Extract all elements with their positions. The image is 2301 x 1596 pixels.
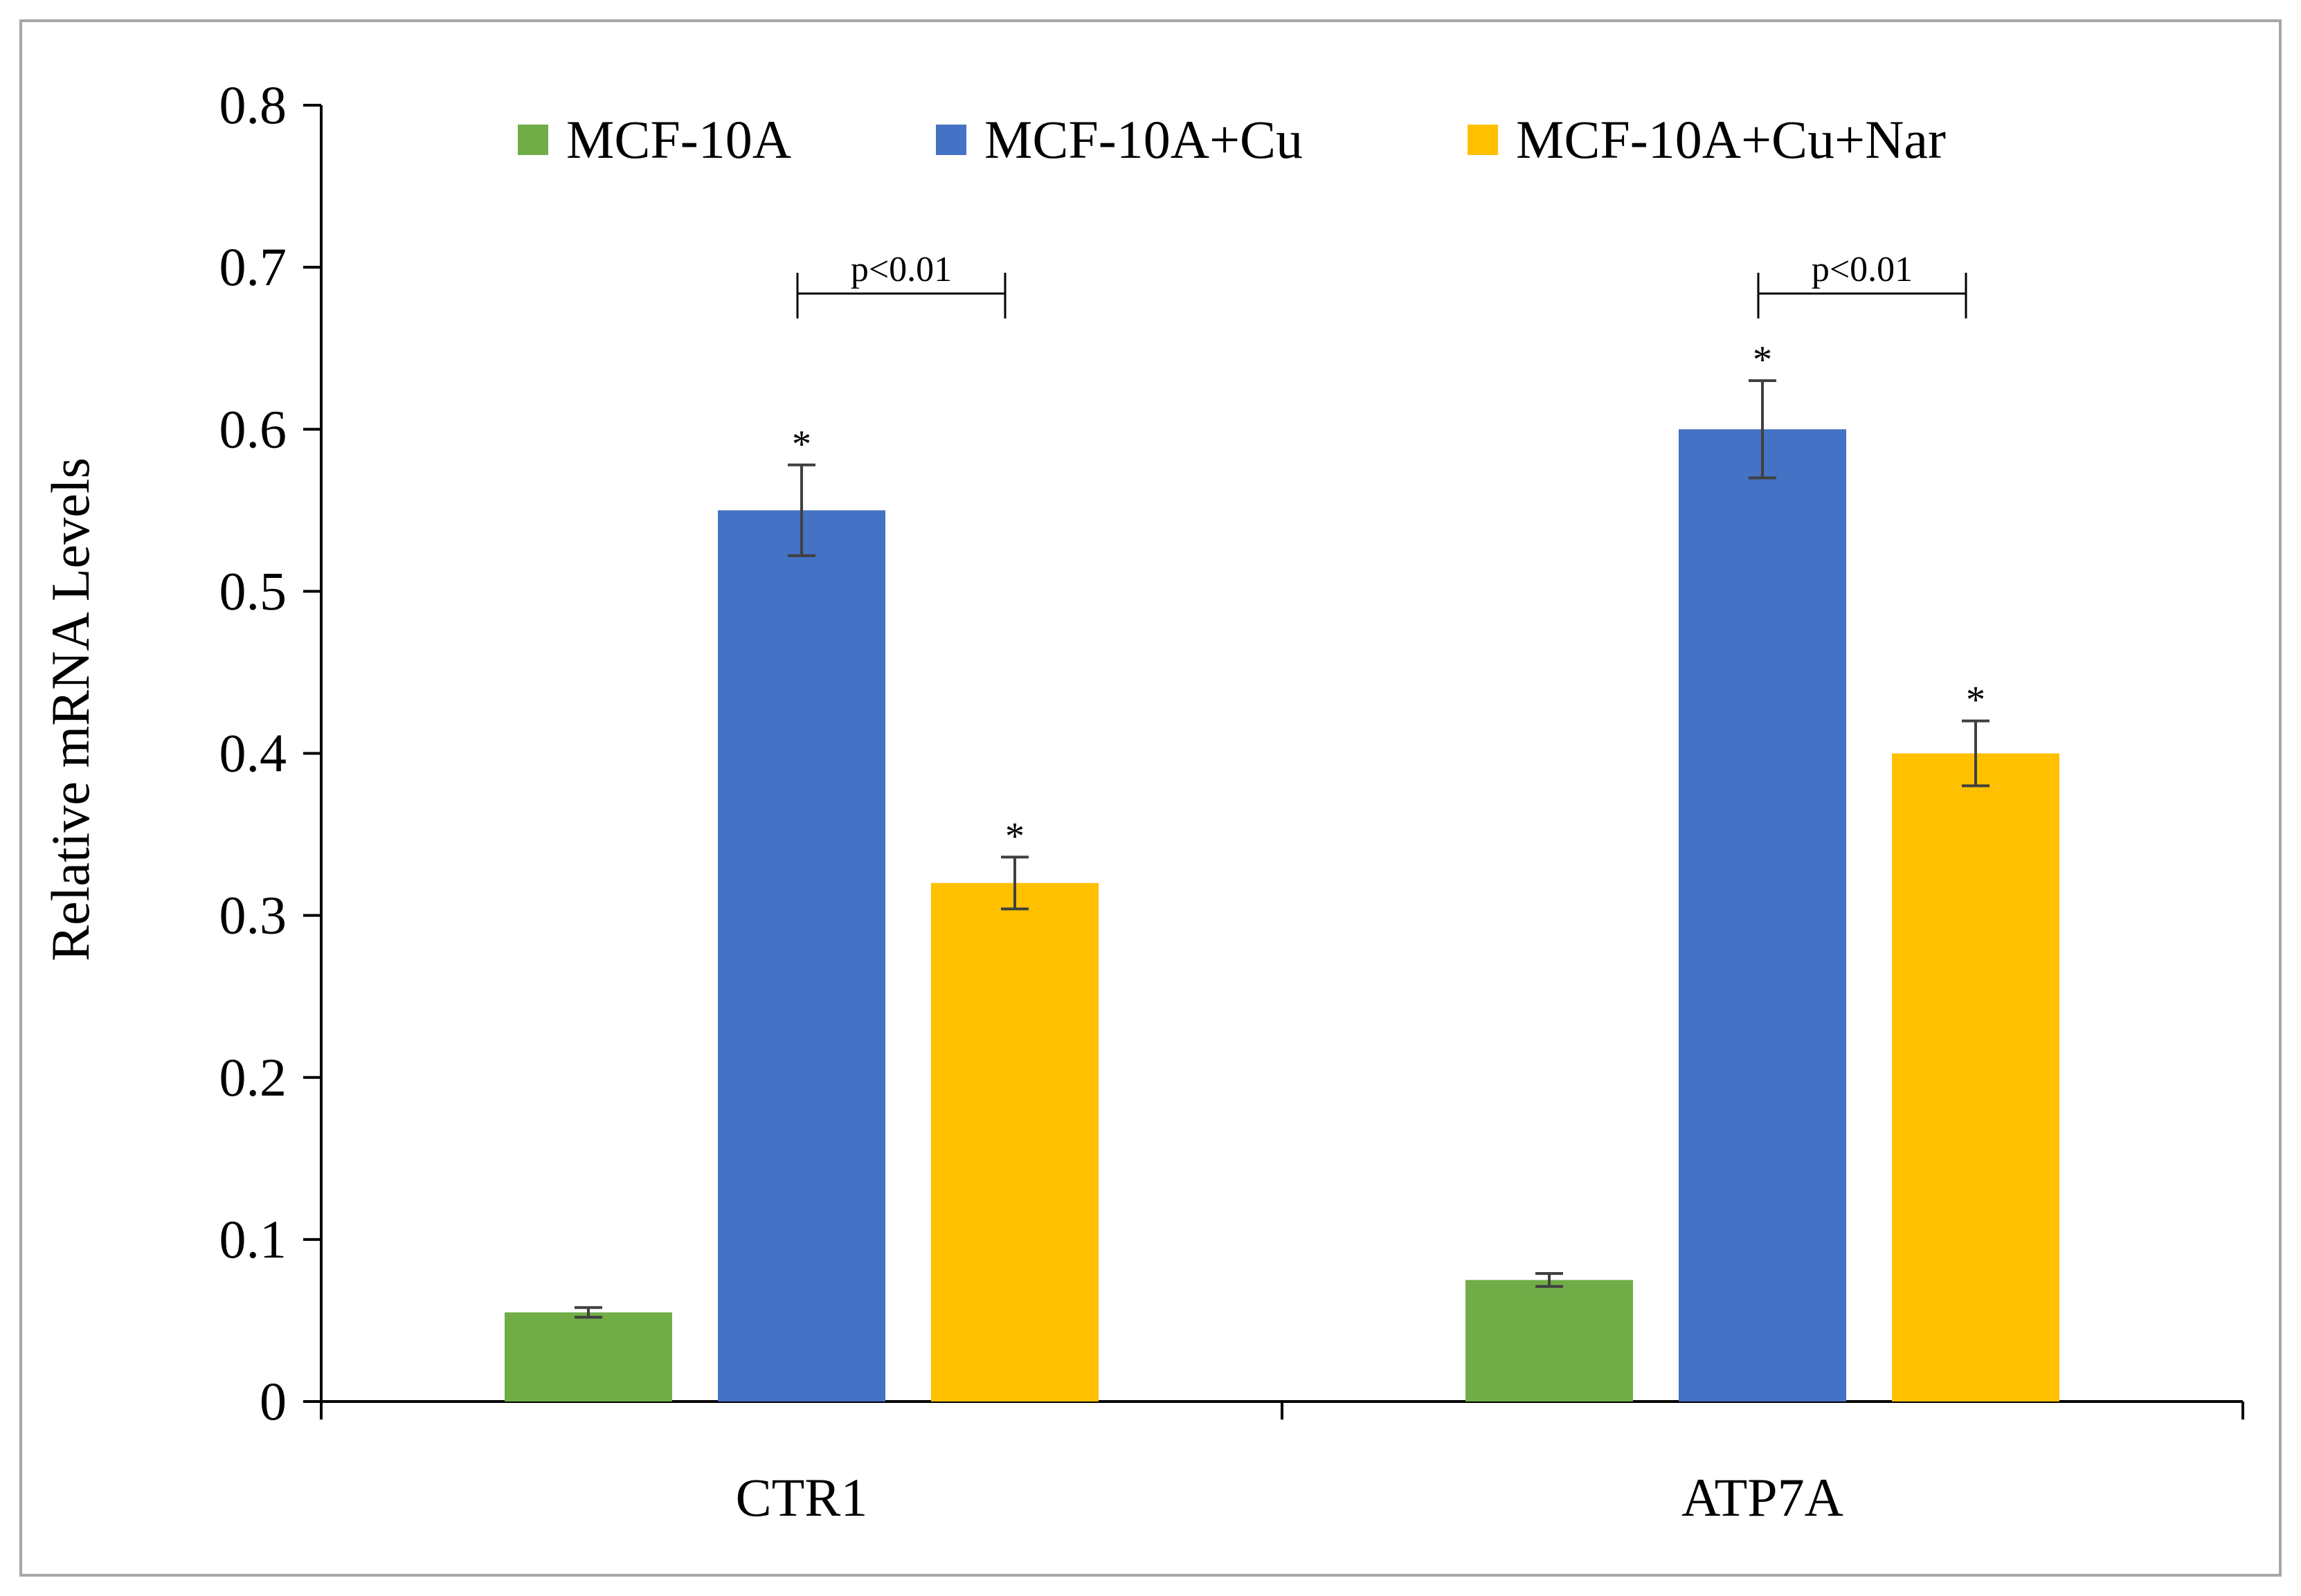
y-axis-label: Relative mRNA Levels — [40, 457, 100, 961]
bar — [1465, 1280, 1633, 1402]
bars — [505, 429, 2059, 1402]
y-tick-label: 0.5 — [219, 561, 287, 621]
legend-swatch — [936, 125, 966, 155]
x-category-label: ATP7A — [1681, 1467, 1843, 1527]
y-tick-label: 0.8 — [219, 75, 287, 135]
y-axis: 0 0.1 0.2 0.3 0.4 0.5 0.6 0.7 0.8 — [219, 75, 323, 1431]
x-category-label: CTR1 — [736, 1467, 868, 1527]
legend-swatch — [518, 125, 548, 155]
p-value-label: p<0.01 — [1812, 250, 1913, 289]
legend: MCF-10A MCF-10A+Cu MCF-10A+Cu+Nar — [518, 109, 1946, 170]
bar — [1892, 753, 2059, 1402]
y-tick-label: 0.1 — [219, 1209, 287, 1269]
error-bars — [575, 379, 1989, 1319]
y-tick-label: 0.6 — [219, 399, 287, 459]
significance-asterisk: * — [1005, 815, 1025, 858]
significance-markers: * * * * — [792, 338, 1985, 858]
p-value-brackets: p<0.01 p<0.01 — [796, 250, 1967, 319]
significance-asterisk: * — [792, 423, 811, 466]
significance-asterisk: * — [1753, 338, 1772, 381]
legend-label: MCF-10A+Cu — [984, 109, 1303, 170]
y-tick-label: 0.2 — [219, 1047, 287, 1107]
legend-swatch — [1468, 125, 1498, 155]
legend-label: MCF-10A — [566, 109, 791, 170]
y-tick-label: 0 — [260, 1371, 287, 1431]
bar — [505, 1312, 672, 1402]
y-tick-label: 0.7 — [219, 237, 287, 297]
bar — [931, 882, 1099, 1402]
y-tick-label: 0.3 — [219, 885, 287, 945]
y-tick-label: 0.4 — [219, 723, 287, 783]
bar — [1679, 429, 1846, 1402]
bar — [718, 510, 885, 1402]
significance-asterisk: * — [1966, 679, 1985, 722]
legend-label: MCF-10A+Cu+Nar — [1516, 109, 1946, 170]
p-value-label: p<0.01 — [851, 250, 952, 289]
